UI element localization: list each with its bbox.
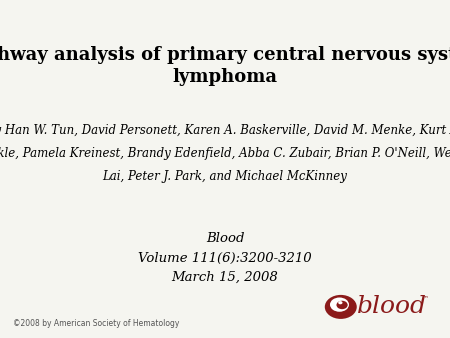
Circle shape	[337, 301, 348, 309]
Text: Blood: Blood	[206, 232, 244, 245]
Text: blood: blood	[357, 295, 427, 318]
Circle shape	[325, 295, 357, 319]
Text: Jaeckle, Pamela Kreinest, Brandy Edenfield, Abba C. Zubair, Brian P. O'Neill, We: Jaeckle, Pamela Kreinest, Brandy Edenfie…	[0, 147, 450, 160]
Text: March 15, 2008: March 15, 2008	[171, 271, 279, 284]
Text: Volume 111(6):3200-3210: Volume 111(6):3200-3210	[138, 252, 312, 265]
Text: ©2008 by American Society of Hematology: ©2008 by American Society of Hematology	[14, 319, 180, 328]
Circle shape	[330, 297, 349, 312]
Circle shape	[338, 301, 342, 304]
Text: Pathway analysis of primary central nervous system
lymphoma: Pathway analysis of primary central nerv…	[0, 46, 450, 86]
Text: ™: ™	[423, 295, 429, 301]
Text: Lai, Peter J. Park, and Michael McKinney: Lai, Peter J. Park, and Michael McKinney	[103, 170, 347, 183]
Text: by Han W. Tun, David Personett, Karen A. Baskerville, David M. Menke, Kurt A.: by Han W. Tun, David Personett, Karen A.…	[0, 124, 450, 137]
